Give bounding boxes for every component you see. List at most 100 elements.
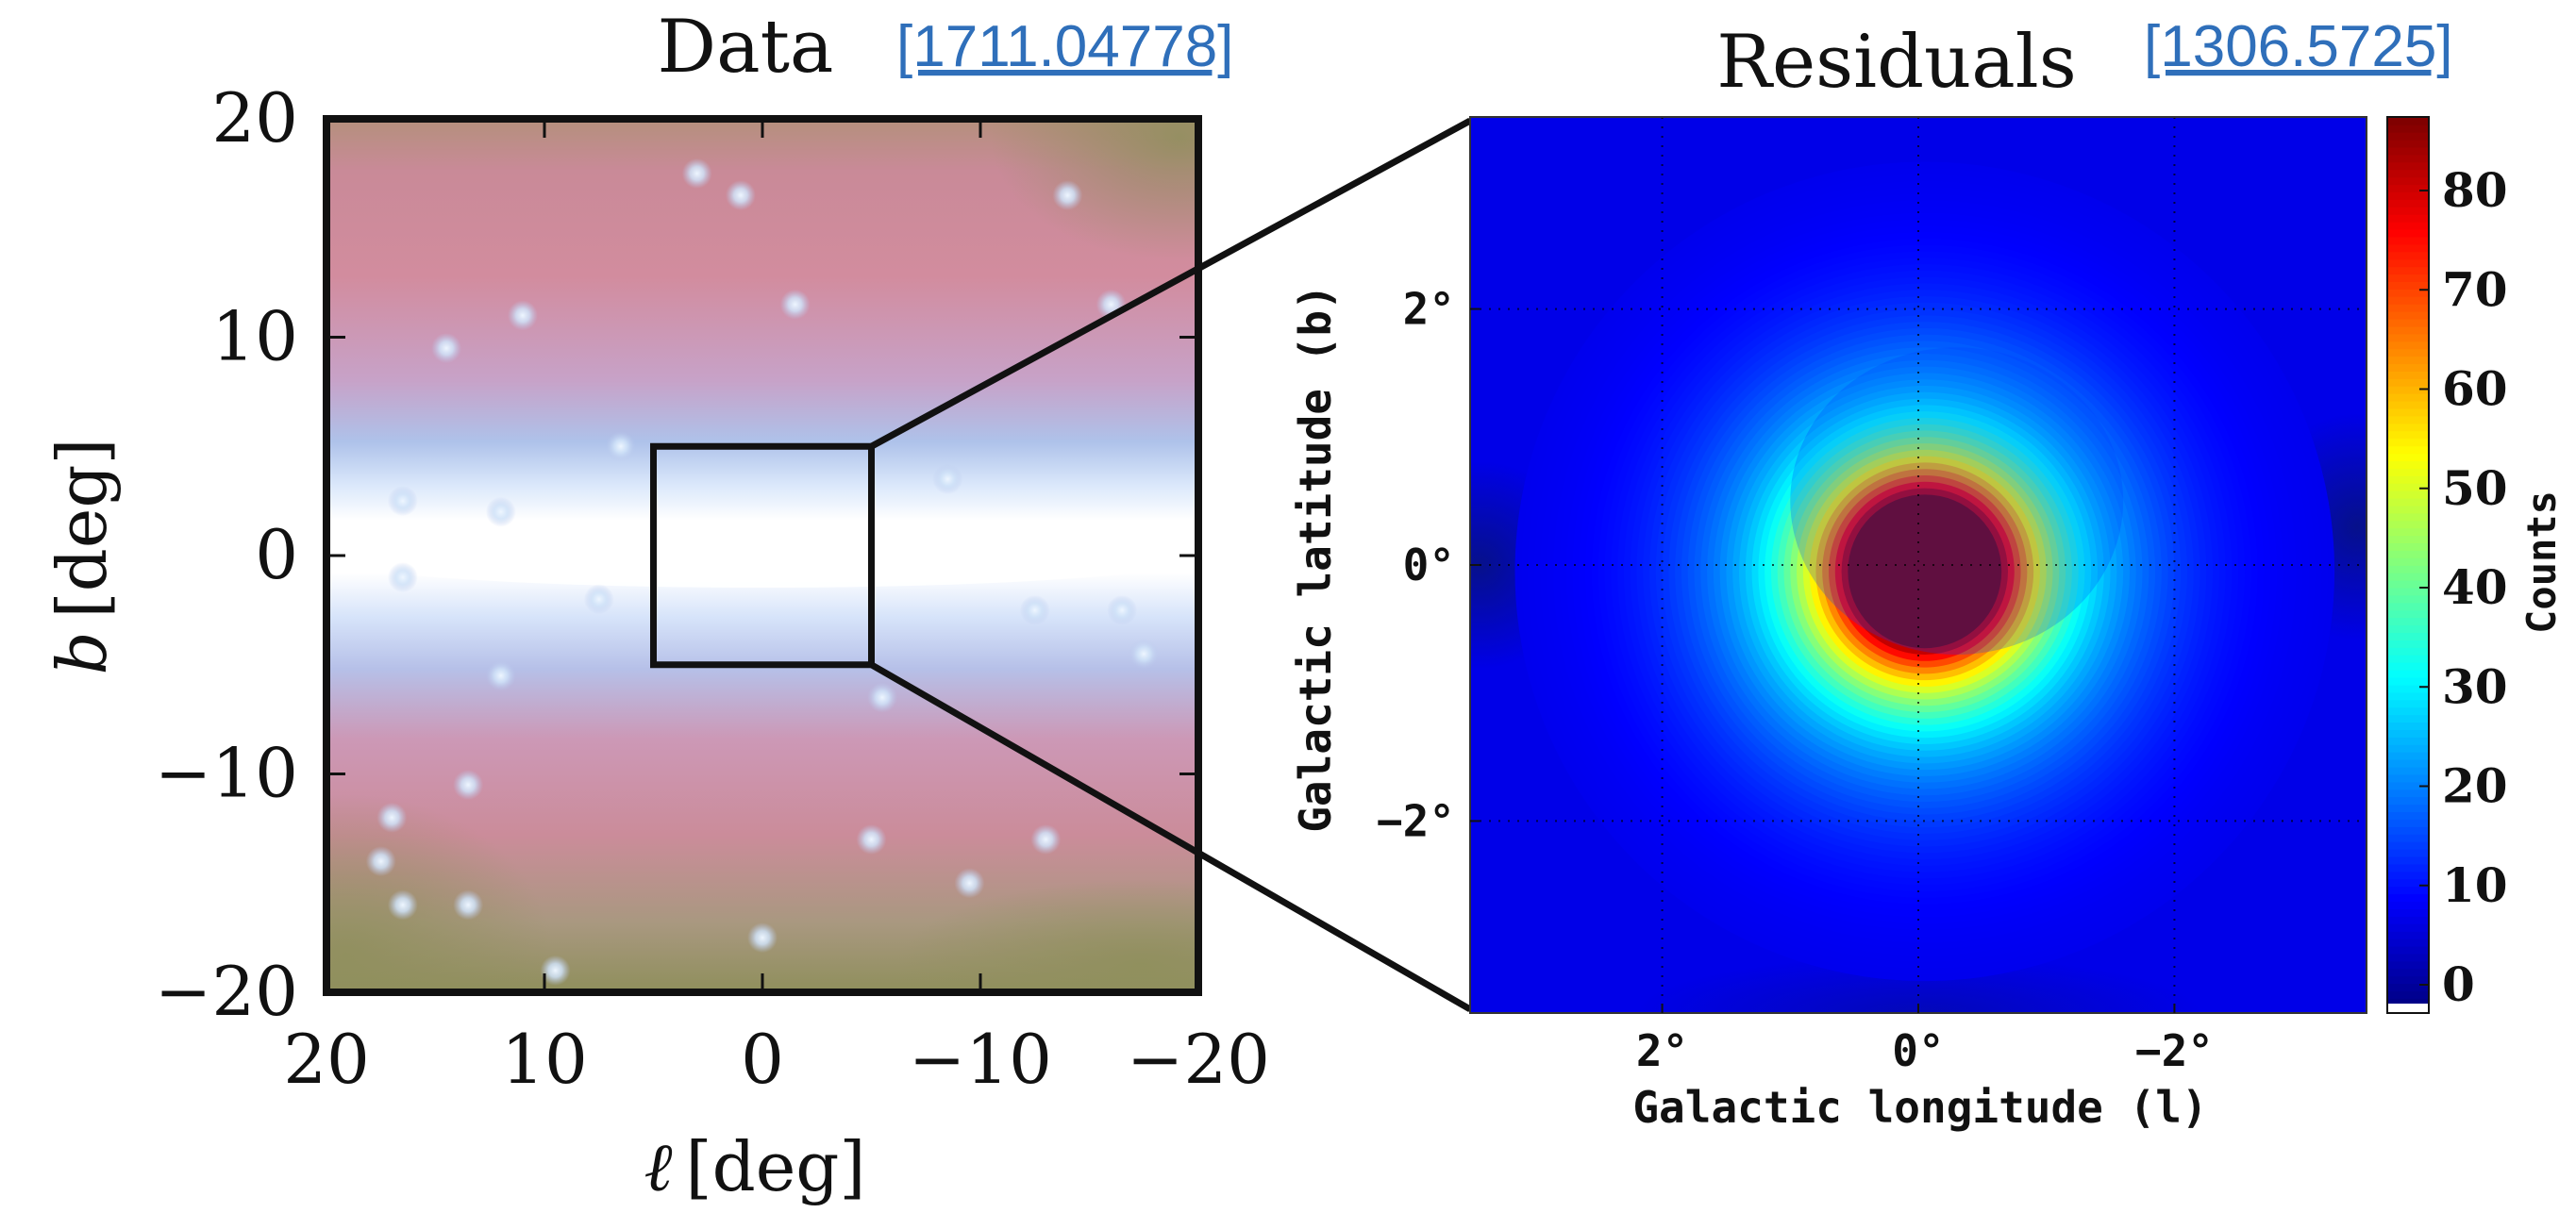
colorbar-segment [2387, 923, 2429, 932]
colorbar-segment [2387, 901, 2429, 909]
colorbar-segment [2387, 207, 2429, 215]
point-source [584, 584, 614, 614]
colorbar-segment [2387, 252, 2429, 260]
colorbar-segment [2387, 274, 2429, 282]
right-panel: Residuals [1306.5725] 2° 0° −2°2°0°−2° Gal… [1290, 14, 2565, 1133]
colorbar-segment [2387, 424, 2429, 432]
colorbar-segment [2387, 975, 2429, 984]
colorbar-segment [2387, 401, 2429, 409]
colorbar-segment [2387, 281, 2429, 290]
colorbar-segment [2387, 640, 2429, 648]
colorbar-tick-label: 70 [2442, 261, 2508, 317]
colorbar-segment [2387, 334, 2429, 342]
colorbar-segment [2387, 647, 2429, 656]
point-source [1129, 639, 1159, 669]
colorbar: 0 10 20 30 40 50 60 70 80 [2387, 117, 2508, 1014]
colorbar-segment [2387, 834, 2429, 842]
colorbar-segment [2387, 939, 2429, 947]
colorbar-segment [2387, 229, 2429, 238]
colorbar-tick-label: 30 [2442, 658, 2508, 714]
point-source [508, 300, 538, 330]
colorbar-segment [2387, 624, 2429, 633]
point-source [726, 180, 756, 210]
colorbar-segment [2387, 692, 2429, 701]
colorbar-segment [2387, 610, 2429, 619]
colorbar-segment [2387, 685, 2429, 693]
colorbar-segment [2387, 341, 2429, 350]
colorbar-segment [2387, 468, 2429, 476]
y-tick-label: 10 [211, 297, 298, 376]
colorbar-segment [2387, 603, 2429, 611]
colorbar-segment [2387, 557, 2429, 566]
point-source [867, 682, 897, 712]
right-panel-reference-link[interactable]: [1306.5725] [2144, 14, 2453, 79]
colorbar-tick-label: 80 [2442, 162, 2508, 218]
x-tick-label: 10 [501, 1020, 588, 1099]
y-tick-label: −20 [155, 952, 298, 1031]
colorbar-segment [2387, 617, 2429, 625]
colorbar-segment [2387, 729, 2429, 738]
colorbar-segment [2387, 550, 2429, 558]
colorbar-segment [2387, 804, 2429, 812]
point-source [388, 562, 418, 592]
point-source [1030, 824, 1061, 855]
colorbar-segment [2387, 946, 2429, 955]
left-panel: Data [1711.04778] 20 10 0 −10 −2020100−10−20… [42, 5, 1387, 1206]
point-source [1020, 595, 1050, 625]
point-source [857, 824, 887, 855]
colorbar-segment [2387, 296, 2429, 305]
left-panel-y-axis-label: b[deg] [42, 438, 122, 674]
x-tick-label: 0° [1892, 1025, 1944, 1076]
colorbar-segment [2387, 632, 2429, 640]
x-tick-label: 2° [1636, 1025, 1688, 1076]
colorbar-segment [2387, 856, 2429, 865]
colorbar-segment [2387, 326, 2429, 335]
point-source [747, 922, 778, 953]
point-source [453, 889, 483, 920]
colorbar-tick-label: 20 [2442, 758, 2508, 814]
point-source [932, 464, 962, 494]
colorbar-segment [2387, 125, 2429, 133]
point-source [376, 803, 407, 833]
colorbar-segment [2387, 416, 2429, 424]
colorbar-segment [2387, 363, 2429, 372]
colorbar-segment [2387, 237, 2429, 245]
point-source [780, 290, 811, 320]
point-source [431, 333, 461, 363]
point-source [606, 431, 636, 461]
colorbar-segment [2387, 752, 2429, 760]
y-tick-label: 2° [1403, 284, 1455, 335]
colorbar-segment [2387, 356, 2429, 364]
colorbar-segment [2387, 475, 2429, 484]
colorbar-segment [2387, 744, 2429, 753]
colorbar-segment [2387, 714, 2429, 723]
right-panel-reference[interactable]: [1306.5725] [2144, 14, 2453, 79]
left-panel-reference-link[interactable]: [1711.04778] [896, 14, 1233, 79]
colorbar-segment [2387, 759, 2429, 768]
colorbar-segment [2387, 506, 2429, 514]
colorbar-segment [2387, 162, 2429, 171]
colorbar-tick-label: 10 [2442, 857, 2508, 913]
colorbar-segment [2387, 706, 2429, 715]
x-tick-label: 0 [741, 1020, 784, 1099]
colorbar-segment [2387, 176, 2429, 185]
left-panel-reference[interactable]: [1711.04778] [896, 14, 1233, 79]
colorbar-segment [2387, 893, 2429, 902]
colorbar-segment [2387, 117, 2429, 125]
colorbar-segment [2387, 767, 2429, 775]
colorbar-segment [2387, 864, 2429, 872]
right-panel-y-axis-label: Galactic latitude (b) [1290, 284, 1341, 833]
y-tick-label: 0° [1403, 540, 1455, 590]
colorbar-segment [2387, 431, 2429, 440]
x-tick-label: 20 [283, 1020, 370, 1099]
colorbar-label: Counts [2518, 490, 2565, 634]
colorbar-segment [2387, 535, 2429, 543]
colorbar-segment [2387, 655, 2429, 663]
colorbar-segment [2387, 886, 2429, 894]
colorbar-segment [2387, 304, 2429, 312]
point-source [1052, 180, 1082, 210]
colorbar-segment [2387, 453, 2429, 461]
colorbar-tick-label: 40 [2442, 559, 2508, 615]
colorbar-segment [2387, 244, 2429, 253]
